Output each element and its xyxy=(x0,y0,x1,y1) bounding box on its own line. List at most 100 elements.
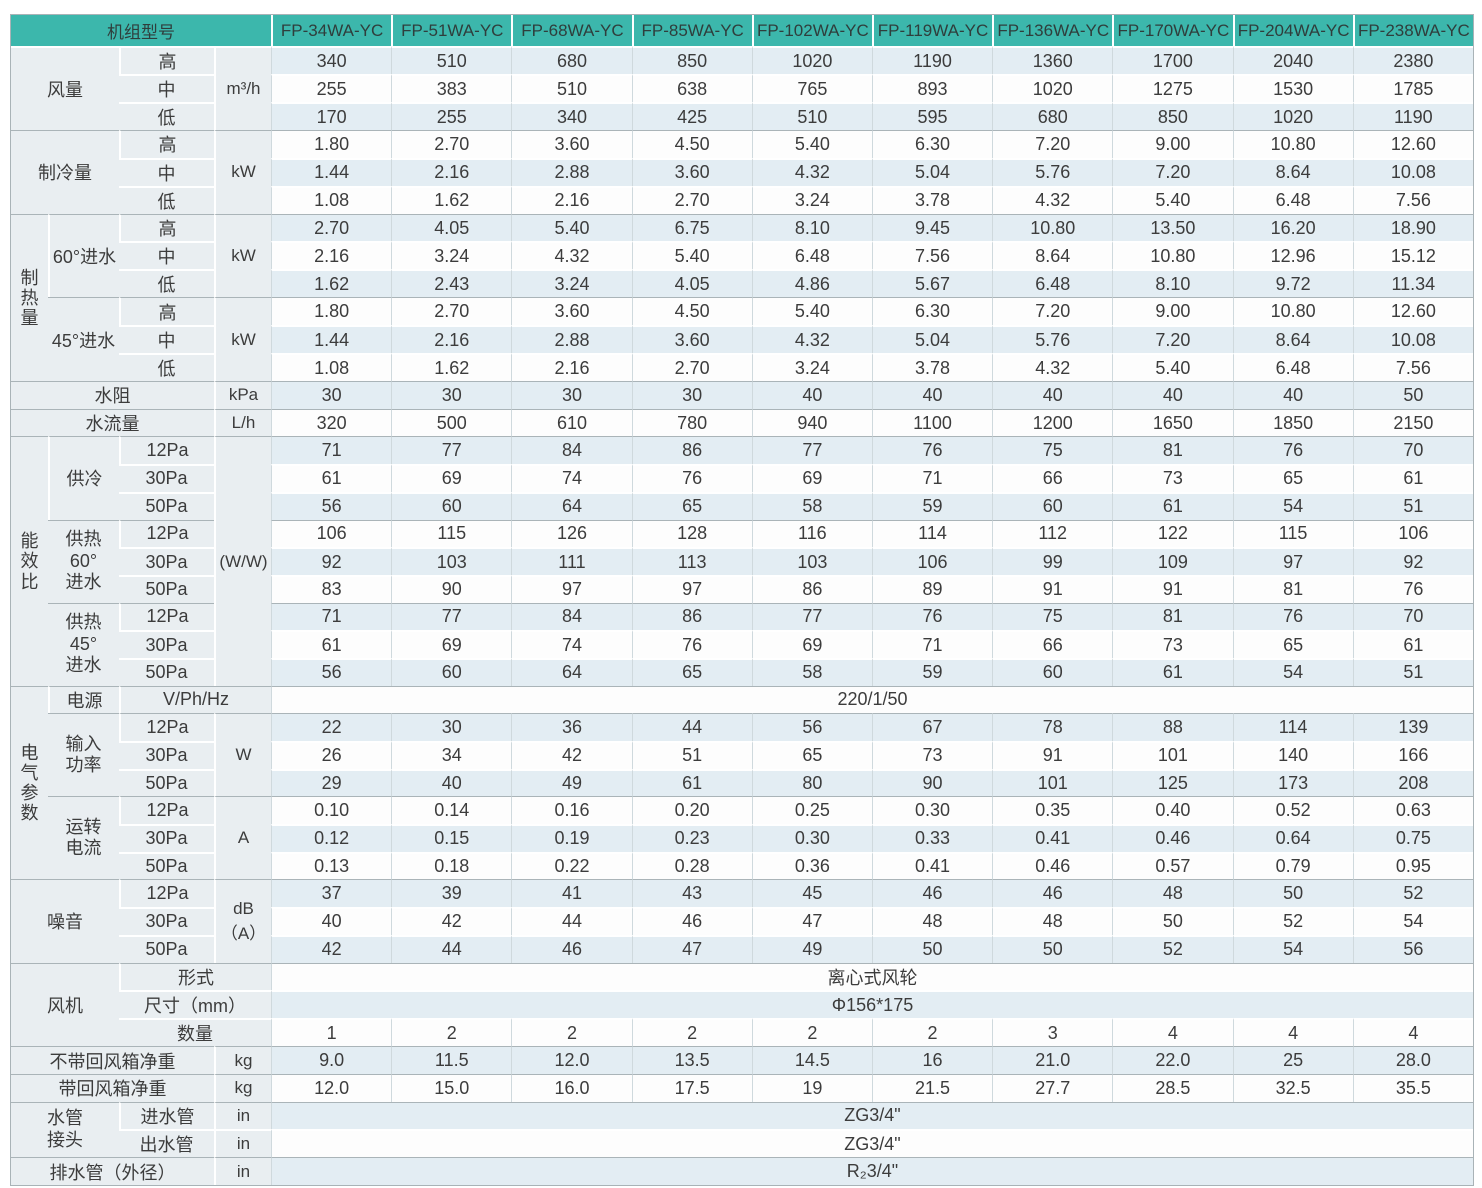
row-noise-12: 噪音 12Pa dB（A） 37 39 41 43 45 46 46 48 50 52 xyxy=(11,879,1473,963)
value-cell: 0.36 xyxy=(751,851,872,880)
value-cell: 11.34 xyxy=(1352,269,1473,298)
value-cell: 166 xyxy=(1352,741,1473,769)
value-cell: 39 xyxy=(391,879,512,908)
value-cell: 6.30 xyxy=(871,297,993,326)
value-cell: 36 xyxy=(511,713,632,741)
value-cell: 0.75 xyxy=(1352,824,1473,852)
value-cell: 48 xyxy=(1112,879,1233,908)
value-cell: 7.20 xyxy=(1112,157,1233,186)
value-cell: 34 xyxy=(391,741,512,769)
unit-label: kW xyxy=(214,213,271,298)
value-cell: 7.20 xyxy=(992,297,1113,326)
value-cell: 765 xyxy=(751,74,872,102)
model-header: FP-102WA-YC xyxy=(751,15,872,46)
unit-label: kW xyxy=(214,130,271,214)
value-cell: 106 xyxy=(271,519,392,548)
row-fan-size: 尺寸（mm） Φ156*175 xyxy=(11,990,1473,1019)
pressure-label: 12Pa xyxy=(119,519,214,548)
row-label-weight-with-box: 带回风箱净重 xyxy=(11,1073,214,1102)
row-heating60-mid: 中 2.16 3.24 4.32 5.40 6.48 7.56 8.64 10.80 12.96… xyxy=(11,241,1473,270)
row-weight-without-box: 不带回风箱净重 kg 9.0 11.5 12.0 13.5 14.5 16 21.0 22.0… xyxy=(11,1046,1473,1074)
value-cell: 44 xyxy=(511,907,632,935)
value-cell: 51 xyxy=(1352,657,1473,686)
value-cell: 65 xyxy=(751,741,872,769)
unit-label: W xyxy=(214,713,271,797)
model-header: FP-238WA-YC xyxy=(1352,15,1473,46)
row-noise-30: 30Pa 40 42 44 46 47 48 48 50 52 54 xyxy=(11,907,1473,935)
value-cell: 32.5 xyxy=(1232,1073,1353,1102)
value-cell: 76 xyxy=(871,436,993,465)
value-cell: 5.40 xyxy=(631,241,752,270)
speed-label: 高 xyxy=(119,130,214,158)
value-cell: 30 xyxy=(511,381,632,409)
value-cell: 21.5 xyxy=(871,1073,993,1102)
speed-label: 低 xyxy=(119,353,214,382)
value-cell: 6.48 xyxy=(1232,353,1353,382)
value-cell: 2 xyxy=(751,1018,872,1047)
value-cell: 4.05 xyxy=(391,213,512,242)
value-cell: 0.28 xyxy=(631,851,752,880)
value-cell: 9.00 xyxy=(1112,297,1233,326)
value-cell: 208 xyxy=(1352,768,1473,797)
value-cell: 0.30 xyxy=(871,796,993,825)
pressure-label: 30Pa xyxy=(119,547,214,575)
value-cell: 42 xyxy=(391,907,512,935)
value-cell: 510 xyxy=(511,74,632,102)
row-drain-pipe: 排水管（外径） in R₂3/4" xyxy=(11,1157,1473,1185)
value-cell: 77 xyxy=(391,436,512,465)
value-cell: 10.80 xyxy=(1112,241,1233,270)
row-current-12: 运转 电流 12Pa A 0.10 0.14 0.16 0.20 0.25 0.30 0.3… xyxy=(11,796,1473,880)
speed-label: 高 xyxy=(119,213,214,242)
value-cell: 16 xyxy=(871,1046,993,1074)
subgroup-label-current: 运转 电流 xyxy=(48,796,119,880)
pressure-label: 50Pa xyxy=(119,574,214,603)
value-cell: 52 xyxy=(1352,879,1473,908)
value-cell: 893 xyxy=(871,74,993,102)
value-cell: 76 xyxy=(1352,574,1473,603)
subgroup-label-60deg: 60°进水 xyxy=(48,213,119,298)
row-heating45-high: 45°进水 高 kW 1.80 2.70 3.60 4.50 5.40 6.30 7.20 9… xyxy=(11,297,1473,382)
value-cell: 0.18 xyxy=(391,851,512,880)
value-cell: 115 xyxy=(1232,519,1353,548)
unit-label: dB（A） xyxy=(214,879,271,963)
value-cell: 1100 xyxy=(871,408,993,437)
value-cell: 7.56 xyxy=(1352,185,1473,214)
value-cell: 7.56 xyxy=(1352,353,1473,382)
unit-label: m³/h xyxy=(214,46,271,130)
value-cell: 128 xyxy=(631,519,752,548)
value-cell: 40 xyxy=(391,768,512,797)
value-cell: 101 xyxy=(992,768,1113,797)
value-cell: 46 xyxy=(511,934,632,963)
value-cell: 2 xyxy=(871,1018,993,1047)
value-cell: 0.25 xyxy=(751,796,872,825)
value-cell: 610 xyxy=(511,408,632,437)
value-cell: 1.62 xyxy=(271,269,392,298)
value-cell: 21.0 xyxy=(992,1046,1113,1074)
value-cell: 49 xyxy=(751,934,872,963)
spec-table: 机组型号 FP-34WA-YC FP-51WA-YC FP-68WA-YC FP… xyxy=(10,14,1474,1186)
value-cell: 19 xyxy=(751,1073,872,1102)
value-cell: 2 xyxy=(391,1018,512,1047)
value-cell: 0.41 xyxy=(992,824,1113,852)
value-cell: 92 xyxy=(1352,547,1473,575)
value-cell: 4.32 xyxy=(511,241,632,270)
value-cell: 1530 xyxy=(1232,74,1353,102)
value-cell: 56 xyxy=(271,657,392,686)
subgroup-label-input-power: 输入 功率 xyxy=(48,713,119,797)
value-cell: 8.10 xyxy=(751,213,872,242)
value-cell: 5.76 xyxy=(992,157,1113,186)
value-cell: 30 xyxy=(631,381,752,409)
value-cell: 70 xyxy=(1352,436,1473,465)
value-cell: 1.62 xyxy=(391,353,512,382)
unit-label: L/h xyxy=(214,408,271,437)
value-cell: 86 xyxy=(631,602,752,631)
pressure-label: 12Pa xyxy=(119,879,214,908)
value-cell: 6.30 xyxy=(871,130,993,158)
value-cell: 26 xyxy=(271,741,392,769)
row-eer-heat60-12: 供热 60° 进水 12Pa 106 115 126 128 116 114 112 122 1… xyxy=(11,519,1473,603)
value-cell: 60 xyxy=(391,657,512,686)
value-cell: 6.48 xyxy=(751,241,872,270)
value-cell: 12.60 xyxy=(1352,297,1473,326)
value-cell: 0.46 xyxy=(992,851,1113,880)
